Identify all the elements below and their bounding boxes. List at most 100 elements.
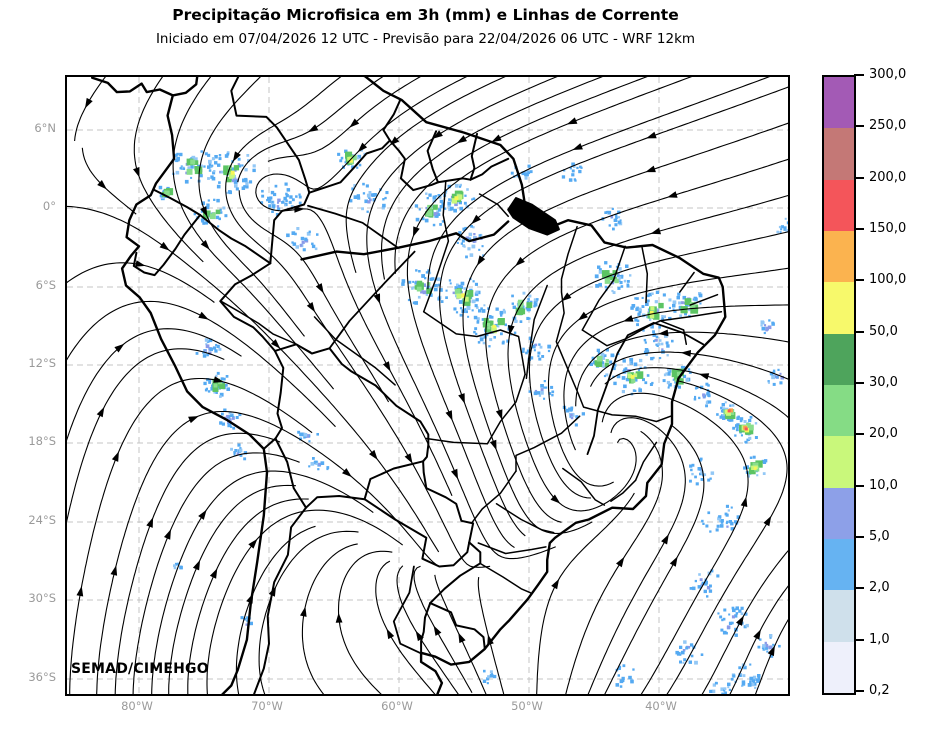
precip-dot: [437, 213, 441, 216]
precip-dot: [483, 335, 487, 339]
precip-dot: [306, 231, 311, 236]
flow-arrow: [164, 529, 171, 540]
precip-dot: [763, 324, 767, 327]
precip-dot: [643, 350, 647, 353]
precip-dot: [538, 343, 541, 346]
precip-dot: [647, 311, 650, 314]
flow-arrow: [669, 556, 678, 567]
precip-dot: [727, 417, 731, 421]
precip-dot: [728, 613, 731, 616]
precip-dot: [243, 457, 247, 461]
precip-dot: [707, 390, 711, 394]
precip-dot: [772, 382, 776, 386]
precip-dot: [748, 424, 754, 431]
lat-tick-label: 6°S: [35, 278, 56, 292]
precip-dot: [435, 215, 439, 218]
flow-arrow: [192, 559, 201, 571]
precip-dot: [515, 319, 518, 323]
precip-dot: [684, 311, 687, 315]
state-border: [634, 441, 658, 482]
precip-dot: [464, 226, 468, 230]
colorbar-segment: [824, 589, 854, 642]
streamline: [396, 565, 459, 694]
precip-layer: [158, 148, 788, 694]
precip-dot: [690, 654, 694, 658]
precip-dot: [215, 209, 221, 215]
precip-dot: [614, 278, 619, 284]
precip-dot: [314, 247, 318, 251]
precip-dot: [528, 294, 532, 298]
precip-dot: [672, 300, 677, 305]
precip-dot: [217, 225, 220, 228]
precip-dot: [607, 210, 612, 215]
precip-dot: [318, 462, 322, 466]
flow-arrow: [489, 439, 497, 451]
precip-dot: [299, 244, 303, 247]
precip-dot: [439, 223, 442, 226]
precip-dot: [778, 225, 782, 229]
precip-dot: [747, 683, 752, 687]
precip-dot: [749, 415, 753, 419]
precip-dot: [570, 416, 574, 420]
precip-dot: [631, 304, 636, 308]
precip-dot: [235, 187, 239, 191]
precip-dot: [373, 193, 377, 197]
precip-dot: [316, 433, 319, 436]
precip-dot: [458, 238, 461, 241]
precip-dot: [246, 616, 249, 620]
flow-arrow: [213, 376, 224, 383]
precip-dot: [487, 675, 491, 679]
river: [392, 565, 421, 654]
precip-dot: [291, 198, 295, 202]
country-border: [422, 460, 475, 544]
precip-dot: [627, 371, 631, 376]
precip-dot: [748, 418, 752, 423]
precip-dot: [422, 283, 426, 287]
precip-dot: [414, 281, 418, 285]
flow-arrow: [645, 165, 656, 173]
precip-dot: [204, 349, 207, 352]
precip-dot: [194, 157, 198, 161]
precip-dot: [677, 385, 681, 389]
flow-arrow: [373, 293, 381, 304]
precip-dot: [285, 194, 289, 198]
precip-dot: [731, 621, 734, 625]
precip-dot: [703, 589, 707, 594]
country-border: [426, 130, 439, 184]
precip-dot: [473, 233, 476, 236]
precip-dot: [479, 334, 483, 338]
precip-dot: [720, 628, 724, 632]
colorbar-segment: [824, 76, 854, 129]
precip-dot: [551, 394, 554, 397]
precip-dot: [612, 354, 615, 357]
precip-dot: [455, 311, 459, 314]
lon-tick-label: 60°W: [381, 699, 413, 713]
precip-dot: [776, 376, 779, 379]
flow-arrow: [349, 118, 360, 128]
flow-arrow: [753, 629, 761, 640]
precip-dot: [645, 302, 649, 306]
flow-arrow: [232, 151, 241, 162]
country-border: [274, 437, 307, 509]
precip-dot: [177, 157, 180, 160]
precip-dot: [621, 676, 625, 681]
precip-dot: [201, 201, 205, 206]
precip-dot: [289, 195, 293, 199]
precip-dot: [540, 388, 544, 392]
precip-dot: [614, 223, 618, 227]
precip-dot: [693, 398, 697, 401]
precip-dot: [641, 296, 644, 299]
precip-dot: [412, 280, 415, 283]
precip-dot: [636, 323, 639, 327]
precip-dot: [429, 293, 433, 297]
precip-dot: [723, 687, 727, 691]
colorbar-segment: [824, 281, 854, 334]
precip-dot: [490, 315, 494, 319]
precip-dot: [464, 308, 467, 311]
precip-dot: [466, 290, 474, 297]
precip-dot: [479, 337, 484, 342]
precip-dot: [521, 350, 525, 353]
precip-dot: [193, 160, 199, 165]
precip-dot: [372, 198, 376, 201]
precip-dot: [226, 387, 230, 391]
